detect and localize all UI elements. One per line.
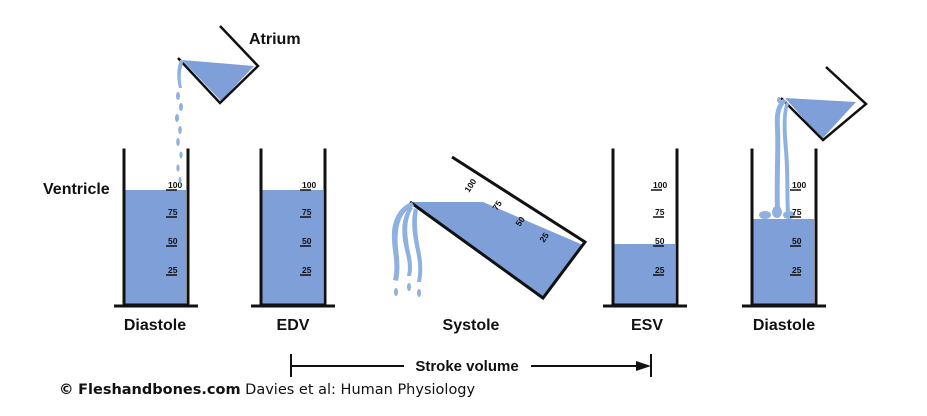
- beaker-systole: 100 75 50 25 Systole: [391, 155, 588, 334]
- tick-label-100: 100: [792, 180, 806, 190]
- tick-label-75: 75: [655, 207, 665, 217]
- tick-label-25: 25: [168, 265, 178, 275]
- credit-site: Fleshandbones.com: [78, 382, 240, 398]
- tick-label-25: 25: [655, 265, 665, 275]
- stage-label-esv: ESV: [631, 317, 663, 334]
- atrium-drip-stream: [175, 60, 184, 183]
- beaker-outline: [409, 155, 588, 301]
- tick-label-50: 50: [792, 236, 802, 246]
- beaker-diastole-filling: 100 75 50 25 Atrium Ventricle: [43, 25, 301, 334]
- credit-source: Davies et al: Human Physiology: [245, 382, 475, 398]
- stage-label-edv: EDV: [277, 317, 310, 334]
- stroke-volume-label: Stroke volume: [415, 358, 518, 375]
- tick-label-25: 25: [792, 265, 802, 275]
- ventricle-label: Ventricle: [43, 181, 110, 198]
- stage-label-diastole-1: Diastole: [124, 317, 186, 334]
- beaker-diastole-refilling: 100 75 50 25 Diastole: [742, 66, 868, 334]
- tick-label-75: 75: [792, 207, 802, 217]
- beaker-scale: 100 75 50 25: [790, 180, 806, 276]
- ventricle-fluid: [614, 244, 675, 305]
- tick-label-75: 75: [302, 207, 312, 217]
- beaker-edv: 100 75 50 25 EDV: [251, 148, 335, 334]
- stage-label-diastole-2: Diastole: [753, 317, 815, 334]
- tick-label-100: 100: [302, 180, 316, 190]
- stage-label-systole: Systole: [443, 317, 500, 334]
- atrium-reservoir: [780, 66, 868, 142]
- ventricle-fluid: [262, 190, 323, 305]
- copyright-symbol: ©: [59, 382, 74, 398]
- beaker-scale: 100 75 50 25: [166, 180, 182, 276]
- tick-label-50: 50: [168, 236, 178, 246]
- atrium-pour-stream: [774, 97, 790, 212]
- beaker-scale: 100 75 50 25: [300, 180, 316, 276]
- atrium-label: Atrium: [249, 31, 301, 48]
- beaker-scale: 100 75 50 25: [651, 180, 667, 276]
- atrium-reservoir: [177, 25, 260, 105]
- ejection-stream: [391, 202, 423, 297]
- tick-label-25: 25: [302, 265, 312, 275]
- tick-label-50: 50: [302, 236, 312, 246]
- bracket-arrowhead: [636, 361, 651, 371]
- ventricle-fluid: [410, 202, 583, 297]
- ventricle-fluid: [753, 219, 814, 305]
- stroke-volume-bracket: Stroke volume: [290, 354, 652, 377]
- tick-label-100: 100: [653, 180, 667, 190]
- tick-label-50: 50: [655, 236, 665, 246]
- tick-label-100: 100: [168, 180, 182, 190]
- tick-label-75: 75: [168, 207, 178, 217]
- tick-label-100: 100: [462, 177, 478, 195]
- credit-line: © Fleshandbones.com Davies et al: Human …: [59, 382, 476, 398]
- beaker-esv: 100 75 50 25 ESV: [603, 148, 687, 334]
- ventricle-fluid: [125, 190, 186, 305]
